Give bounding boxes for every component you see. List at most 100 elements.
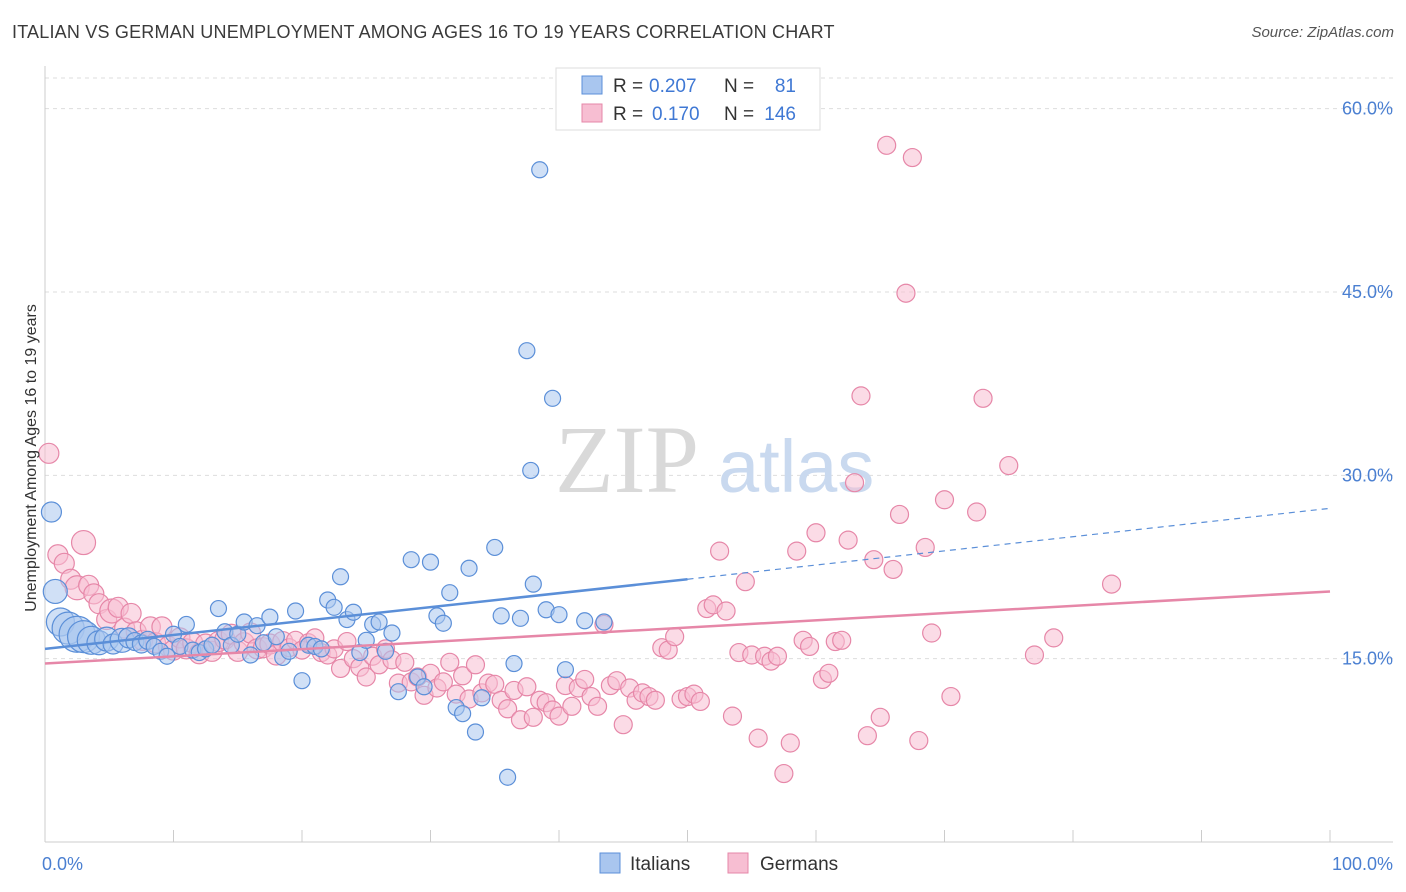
point-germans-107 (722, 706, 743, 726)
point-italians-20 (177, 615, 195, 634)
legend-r-value-italians: 0.207 (649, 76, 697, 97)
legend-r-value-germans: 0.170 (652, 104, 700, 125)
x-tick-label-max: 100.0% (1332, 854, 1393, 874)
point-germans-67 (465, 655, 486, 675)
point-germans-119 (799, 636, 820, 657)
point-italians-67 (492, 607, 510, 625)
legend-n-label-italians: N = (724, 76, 754, 97)
point-germans-102 (690, 691, 710, 712)
correlation-legend: R = 0.207 N = 81 R = 0.170 N = 146 (555, 67, 821, 131)
point-italians-63 (460, 559, 478, 577)
point-germans-125 (838, 530, 858, 550)
point-italians-53 (389, 683, 407, 701)
point-germans-0 (38, 442, 60, 464)
point-germans-82 (562, 696, 582, 716)
point-italians-69 (499, 768, 517, 786)
point-germans-132 (883, 559, 903, 580)
point-germans-76 (523, 707, 543, 727)
point-italians-66 (486, 538, 504, 557)
point-germans-134 (896, 283, 916, 303)
point-germans-139 (934, 490, 955, 510)
point-italians-43 (325, 598, 343, 616)
point-germans-115 (774, 763, 794, 784)
watermark-zip: ZIP (555, 406, 699, 513)
point-italians-52 (383, 624, 401, 642)
point-italians-56 (415, 678, 433, 696)
point-germans-131 (877, 135, 897, 155)
point-italians-24 (203, 636, 221, 654)
point-germans-5 (70, 529, 97, 556)
point-italians-79 (576, 612, 594, 630)
point-germans-106 (716, 601, 736, 621)
point-italians-76 (543, 389, 562, 407)
watermark-atlas: atlas (718, 425, 874, 508)
point-germans-122 (819, 663, 839, 683)
point-germans-128 (857, 726, 878, 746)
point-germans-135 (902, 147, 922, 168)
gridlines (45, 77, 1393, 660)
point-germans-105 (710, 541, 730, 561)
watermark: ZIP atlas (555, 406, 874, 513)
y-tick-label-0: 15.0% (1342, 649, 1393, 669)
series-legend-label-germans: Germans (760, 854, 838, 875)
point-germans-63 (440, 652, 460, 672)
point-germans-117 (787, 541, 807, 561)
point-germans-146 (1101, 574, 1122, 594)
point-italians-65 (473, 689, 491, 707)
x-tick-label-min: 0.0% (42, 854, 83, 874)
point-germans-126 (844, 473, 865, 493)
point-germans-95 (645, 690, 665, 710)
trendline-italians (44, 577, 688, 651)
point-germans-75 (517, 677, 537, 697)
point-germans-145 (1044, 628, 1064, 648)
series-italians-points (40, 161, 613, 786)
point-germans-140 (941, 686, 961, 707)
point-germans-143 (999, 455, 1019, 476)
point-germans-111 (748, 728, 768, 748)
legend-r-label-italians: R = (613, 76, 643, 97)
point-germans-46 (330, 658, 351, 679)
trendline-germans (44, 590, 1331, 665)
legend-r-label-germans: R = (613, 104, 643, 125)
point-germans-141 (967, 502, 987, 522)
point-italians-37 (286, 602, 305, 620)
point-germans-133 (889, 504, 910, 525)
point-italians-57 (421, 553, 440, 571)
point-germans-114 (767, 646, 788, 666)
point-italians-0 (40, 501, 63, 523)
point-germans-124 (832, 630, 852, 650)
point-germans-50 (356, 667, 376, 687)
point-germans-65 (453, 666, 473, 686)
point-germans-86 (587, 696, 608, 716)
point-germans-84 (575, 669, 595, 690)
point-germans-127 (851, 386, 871, 406)
legend-n-label-germans: N = (724, 104, 754, 125)
point-italians-68 (505, 654, 523, 673)
point-germans-138 (922, 623, 942, 643)
point-italians-64 (466, 723, 485, 741)
series-legend-swatch-germans (727, 852, 749, 874)
legend-n-value-italians: 81 (775, 76, 796, 97)
series-legend-swatch-italians (599, 852, 621, 874)
point-italians-44 (331, 568, 350, 586)
point-germans-98 (665, 627, 685, 647)
point-italians-78 (556, 661, 575, 679)
source-credit: Source: ZipAtlas.com (1251, 24, 1394, 41)
point-germans-62 (433, 672, 453, 692)
point-italians-62 (454, 705, 472, 723)
y-tick-label-2: 45.0% (1342, 282, 1393, 302)
point-germans-130 (870, 707, 890, 727)
point-italians-54 (402, 551, 420, 569)
y-axis-label: Unemployment Among Ages 16 to 19 years (23, 304, 40, 612)
series-legend-label-italians: Italians (630, 854, 690, 875)
point-germans-142 (973, 388, 993, 408)
point-germans-56 (395, 652, 415, 672)
point-germans-144 (1024, 645, 1045, 665)
point-italians-77 (550, 606, 568, 624)
point-italians-34 (267, 628, 285, 646)
point-germans-72 (498, 699, 518, 719)
point-germans-120 (806, 523, 826, 543)
point-germans-116 (780, 733, 800, 753)
point-italians-1 (42, 578, 68, 605)
